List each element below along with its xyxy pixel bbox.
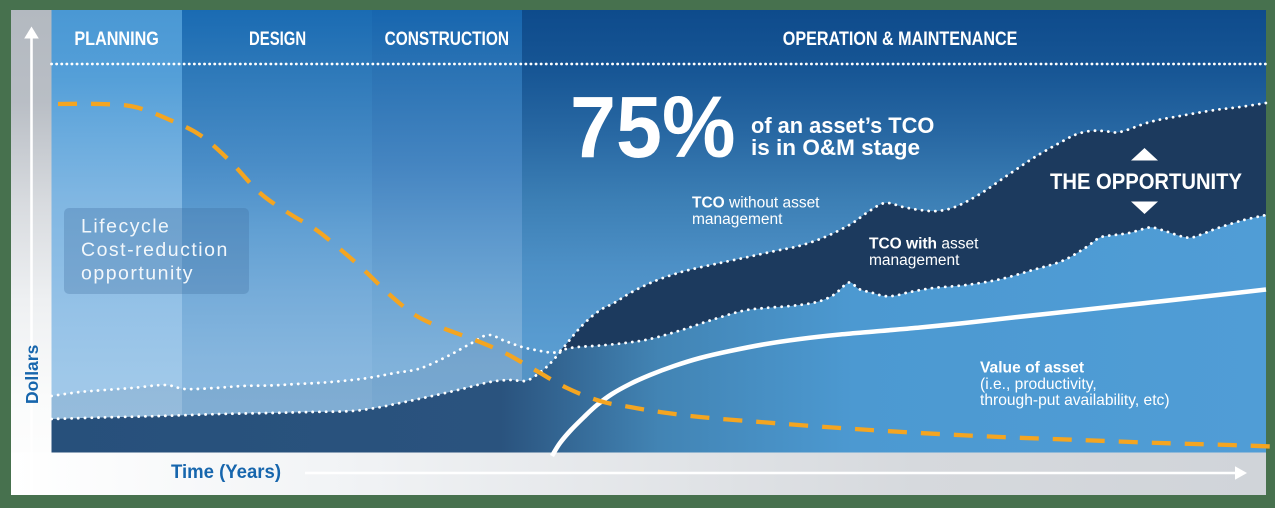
svg-text:management: management xyxy=(692,211,783,228)
svg-text:TCO with asset: TCO with asset xyxy=(869,236,979,253)
svg-text:through-put availability, etc): through-put availability, etc) xyxy=(980,392,1170,409)
svg-text:TCO without asset: TCO without asset xyxy=(692,195,820,212)
svg-text:of an asset’s TCO: of an asset’s TCO xyxy=(751,113,934,138)
svg-text:Value of asset: Value of asset xyxy=(980,360,1084,377)
svg-text:75%: 75% xyxy=(570,79,736,176)
svg-text:Dollars: Dollars xyxy=(22,344,42,404)
svg-text:is in O&M stage: is in O&M stage xyxy=(751,135,920,160)
svg-text:management: management xyxy=(869,252,960,269)
svg-text:OPERATION & MAINTENANCE: OPERATION & MAINTENANCE xyxy=(783,28,1018,50)
svg-text:opportunity: opportunity xyxy=(81,263,194,285)
svg-text:DESIGN: DESIGN xyxy=(249,28,306,50)
svg-text:(i.e., productivity,: (i.e., productivity, xyxy=(980,376,1097,393)
svg-text:THE OPPORTUNITY: THE OPPORTUNITY xyxy=(1050,169,1242,194)
svg-text:Cost-reduction: Cost-reduction xyxy=(81,239,229,261)
svg-text:Time (Years): Time (Years) xyxy=(171,461,281,483)
svg-text:CONSTRUCTION: CONSTRUCTION xyxy=(385,28,509,50)
svg-text:PLANNING: PLANNING xyxy=(74,28,158,50)
svg-text:Lifecycle: Lifecycle xyxy=(81,216,170,238)
